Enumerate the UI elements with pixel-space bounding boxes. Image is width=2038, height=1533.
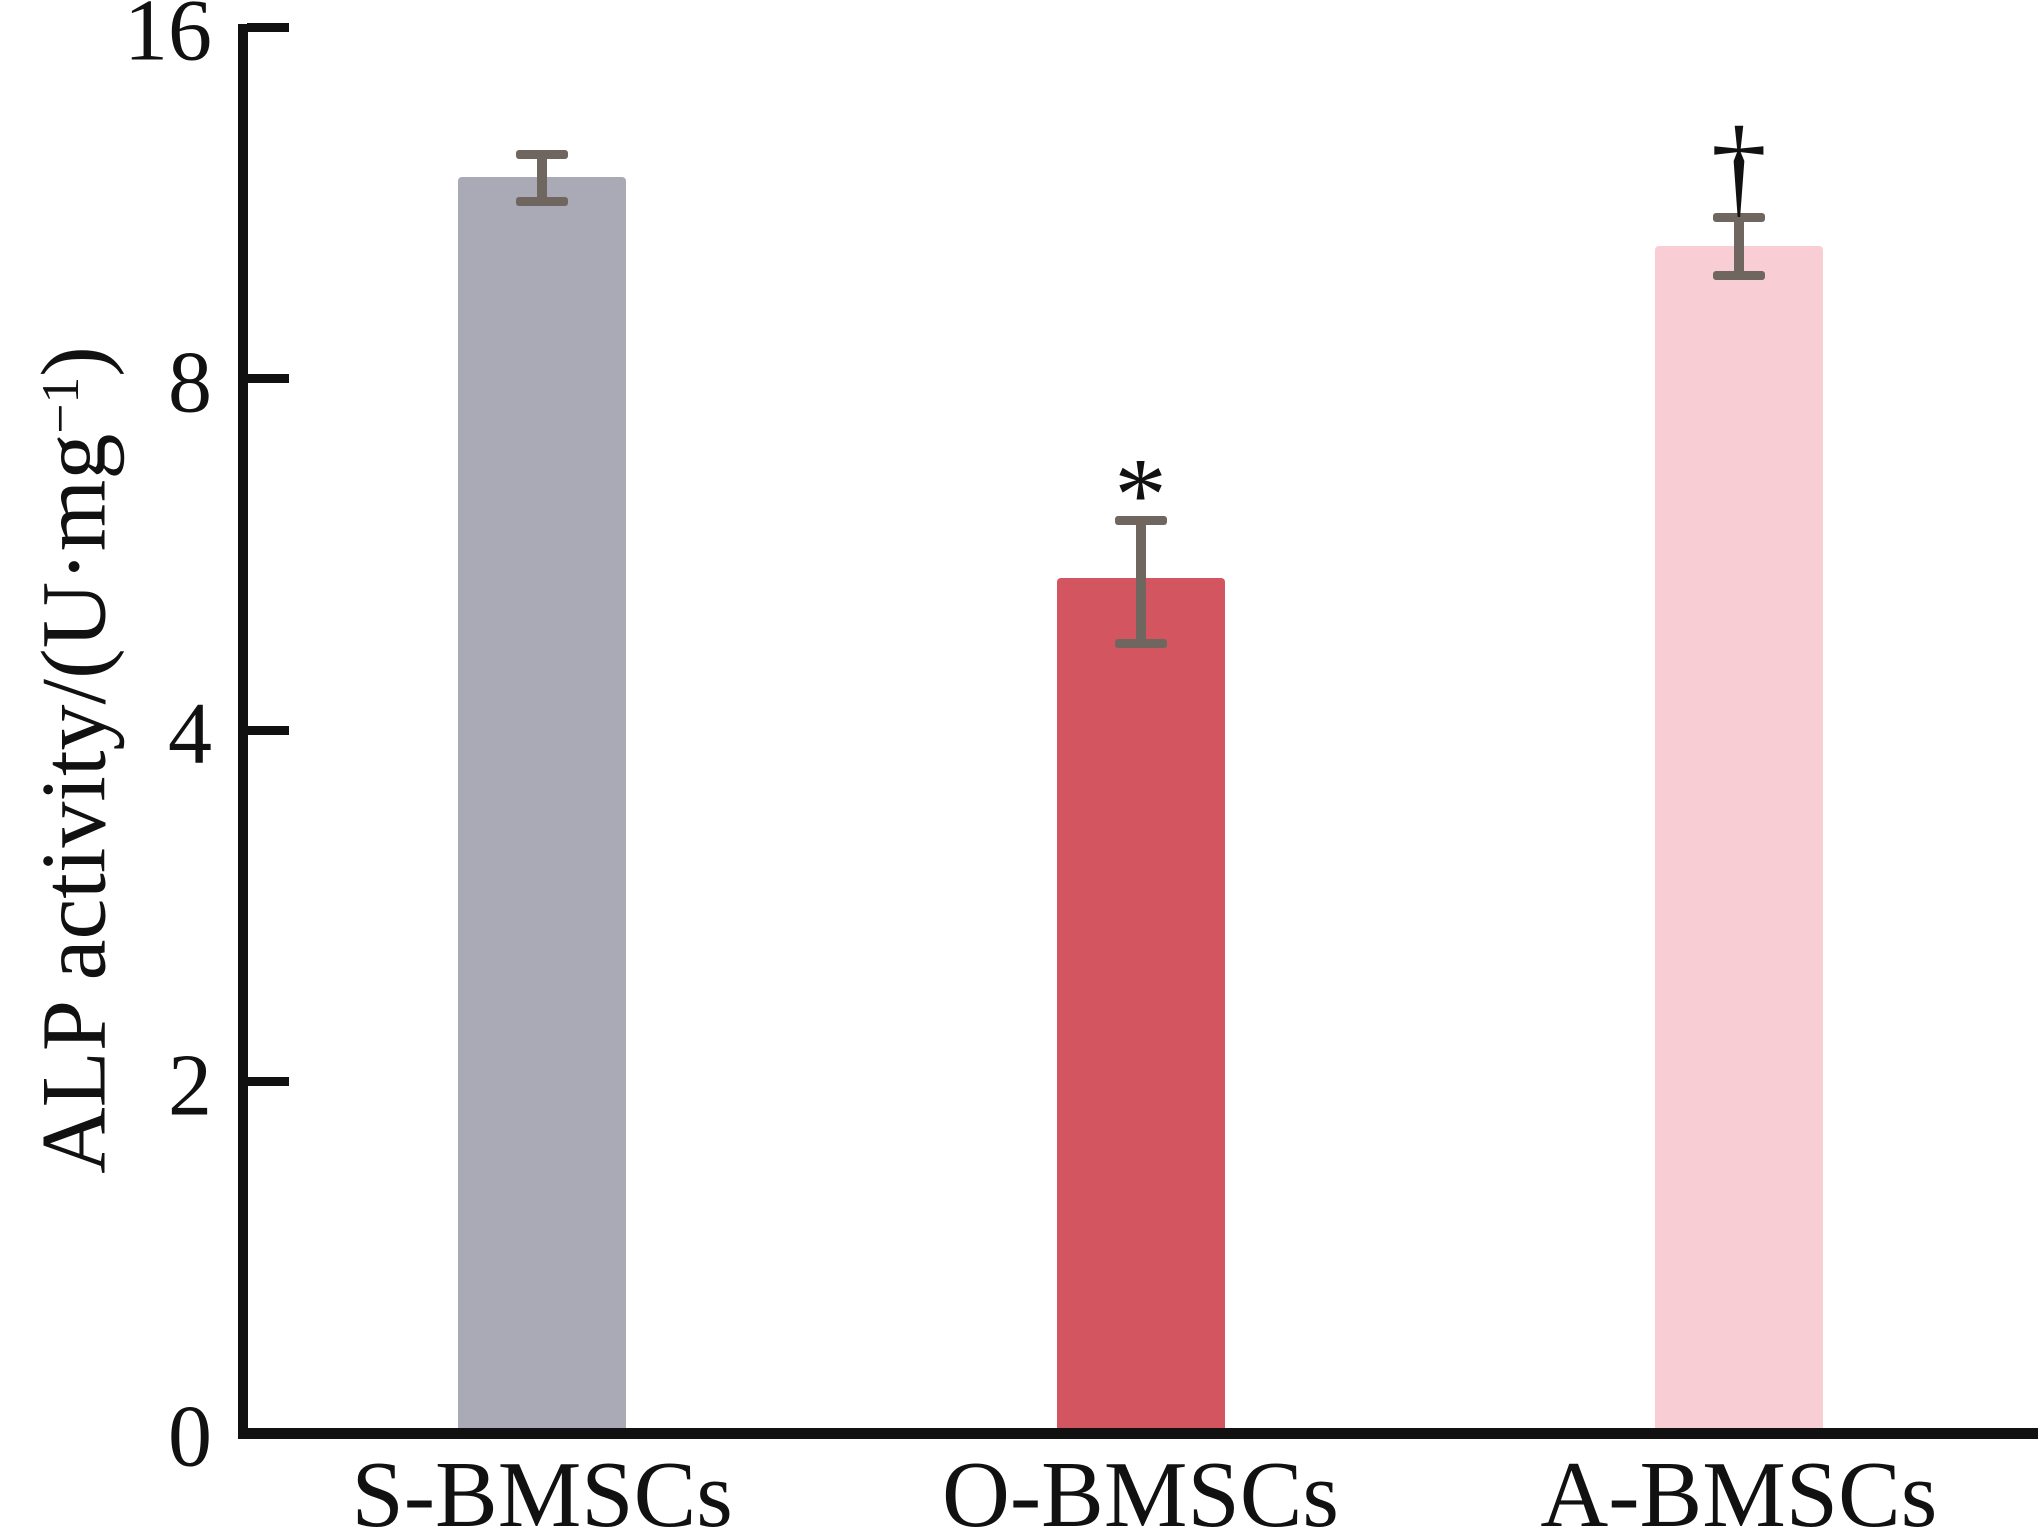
error-bar-whisker	[1135, 520, 1146, 644]
y-tick-mark	[247, 374, 289, 384]
y-tick-mark	[247, 1077, 289, 1087]
x-category-label: S-BMSCs	[351, 1443, 733, 1533]
x-axis-line	[238, 1427, 2038, 1439]
error-bar-whisker	[537, 154, 548, 202]
bar-a-bmscs	[1654, 245, 1823, 1433]
error-bar-cap-bottom	[1114, 638, 1167, 648]
error-bar-cap-top	[1712, 212, 1765, 222]
y-tick-label: 0	[168, 1388, 212, 1486]
error-bar-cap-bottom	[516, 196, 569, 206]
error-bar-cap-bottom	[1712, 271, 1765, 281]
significance-dagger: †	[1710, 105, 1767, 230]
y-tick-label: 2	[168, 1036, 212, 1134]
bar-o-bmscs	[1056, 578, 1225, 1433]
error-bar-cap-top	[516, 150, 569, 160]
error-bar-whisker	[1733, 217, 1744, 276]
y-tick-mark	[247, 725, 289, 735]
y-axis-line	[238, 24, 248, 1439]
y-tick-label: 8	[168, 334, 212, 432]
significance-asterisk: *	[1114, 436, 1167, 554]
y-tick-mark	[247, 22, 289, 32]
bar-s-bmscs	[458, 177, 627, 1433]
y-tick-label: 16	[124, 0, 212, 80]
y-tick-label: 4	[168, 685, 212, 783]
x-category-label: O-BMSCs	[941, 1443, 1340, 1533]
x-category-label: A-BMSCs	[1540, 1443, 1938, 1533]
error-bar-cap-top	[1114, 515, 1167, 525]
